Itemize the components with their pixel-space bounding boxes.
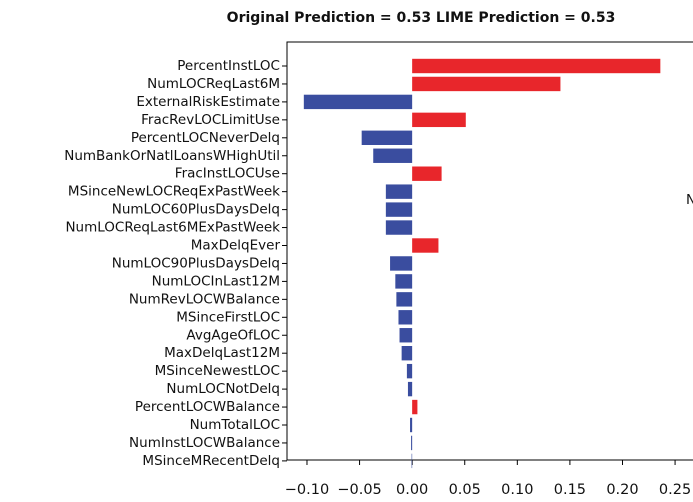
y-tick-label: NumLOCReqLast6M (147, 76, 280, 92)
bar (390, 256, 413, 271)
bar (399, 328, 413, 343)
y-tick-label: ExternalRiskEstimate (136, 94, 280, 110)
bar (385, 220, 413, 235)
y-tick-label: FracInstLOCUse (175, 166, 280, 182)
y-tick-label: MSinceFirstLOC (176, 309, 280, 325)
bar (406, 363, 413, 379)
bar (401, 346, 413, 361)
bar (303, 94, 413, 110)
y-tick-label: NumLOCNotDelq (166, 381, 280, 397)
y-tick-label: NumLOCReqLast6MExPastWeek (65, 220, 280, 236)
bar (396, 292, 413, 307)
bar (385, 202, 413, 217)
y-tick-label: FracRevLOCLimitUse (141, 112, 280, 128)
y-tick-label: MaxDelqEver (191, 238, 281, 254)
bar (411, 453, 413, 469)
x-tick-label: 0.25 (659, 482, 691, 498)
y-tick-label: PercentInstLOC (177, 58, 280, 74)
bar (407, 381, 413, 397)
x-tick-label: −0.10 (285, 482, 329, 498)
bar (385, 184, 413, 199)
bar (412, 399, 418, 415)
y-tick-label: NumRevLOCWBalance (129, 291, 280, 307)
clipped-annotation: N (686, 192, 693, 208)
bar (412, 166, 442, 181)
y-tick-label: MSinceNewestLOC (155, 363, 280, 379)
plot-frame (286, 41, 693, 461)
y-tick-label: NumBankOrNatlLoansWHighUtil (64, 148, 280, 164)
x-tick-label: −0.05 (337, 482, 381, 498)
y-tick-label: MaxDelqLast12M (164, 345, 280, 361)
y-tick-label: NumLOC90PlusDaysDelq (112, 255, 280, 271)
bar (412, 76, 561, 92)
y-tick-label: NumLOC60PlusDaysDelq (112, 202, 280, 218)
bar (411, 435, 413, 451)
bar (398, 310, 413, 325)
y-tick-label: AvgAgeOfLOC (186, 327, 280, 343)
x-tick-label: 0.00 (396, 482, 428, 498)
y-tick-label: NumLOCInLast12M (152, 273, 280, 289)
y-tick-label: NumTotalLOC (190, 417, 280, 433)
x-tick-label: 0.15 (554, 482, 586, 498)
y-tick-label: NumInstLOCWBalance (129, 435, 280, 451)
x-tick-label: 0.05 (449, 482, 481, 498)
bar (410, 417, 413, 433)
bar (395, 274, 413, 289)
bar (412, 112, 466, 128)
y-tick-label: PercentLOCWBalance (135, 399, 280, 415)
bar (361, 130, 413, 145)
bar (412, 58, 661, 74)
bar (373, 148, 413, 163)
y-tick-label: MSinceMRecentDelq (142, 453, 280, 469)
y-tick-label: MSinceNewLOCReqExPastWeek (68, 184, 280, 200)
y-tick-label: PercentLOCNeverDelq (131, 130, 280, 146)
bar (412, 238, 439, 253)
x-tick-label: 0.20 (606, 482, 638, 498)
x-tick-label: 0.10 (501, 482, 533, 498)
chart-title: Original Prediction = 0.53 LIME Predicti… (227, 10, 616, 26)
